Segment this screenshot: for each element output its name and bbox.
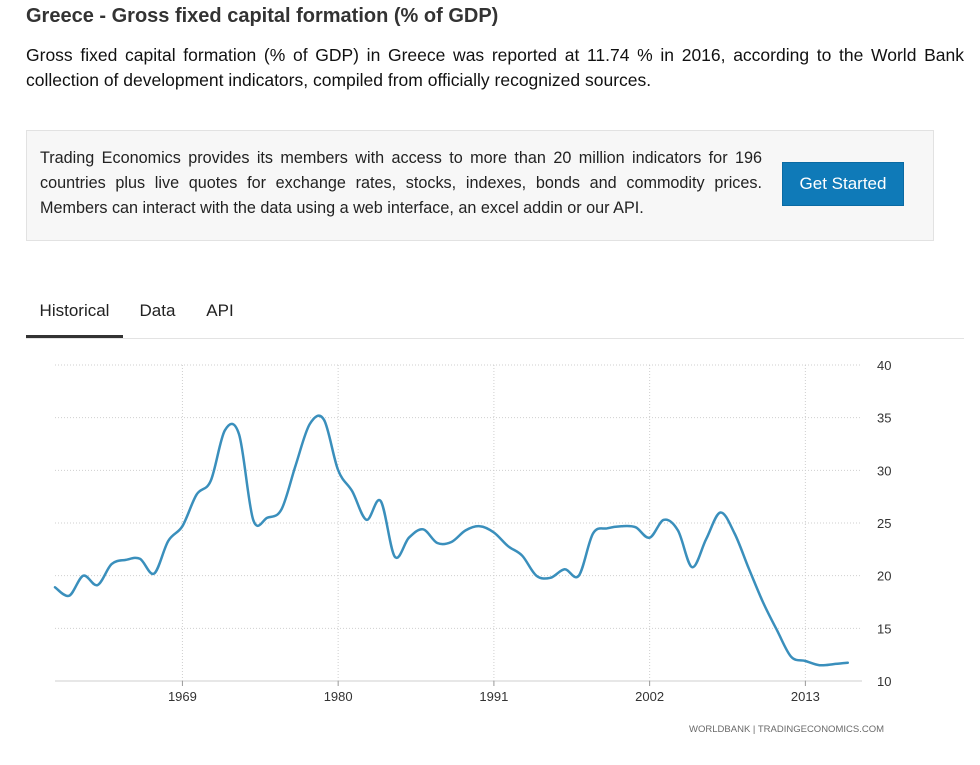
data-point-1973 [236,432,242,438]
data-point-1985 [406,535,412,541]
data-point-1995 [548,575,554,581]
data-point-2013 [802,658,808,664]
x-tick-label: 1980 [324,689,353,704]
x-axis-ticks: 1969 1980 1991 2002 2013 [168,689,820,704]
y-tick-label: 30 [877,463,891,478]
tab-historical[interactable]: Historical [26,288,123,338]
y-tick-label: 15 [877,621,891,636]
data-point-1978 [307,421,313,427]
x-tick-label: 1969 [168,689,197,704]
data-point-2014 [817,662,823,668]
y-tick-label: 35 [877,411,891,426]
data-point-2008 [732,531,738,537]
data-point-1998 [590,531,596,537]
get-started-button[interactable]: Get Started [782,162,904,206]
tab-data[interactable]: Data [139,301,176,320]
data-point-1980 [335,467,341,473]
data-point-1987 [434,540,440,546]
data-point-1988 [448,539,454,545]
tab-api[interactable]: API [206,301,234,320]
data-point-2004 [675,527,681,533]
data-point-1992 [505,543,511,549]
data-point-1976 [279,506,285,512]
data-point-1968 [165,538,171,544]
data-point-1999 [604,525,610,531]
data-point-2015 [831,661,837,667]
data-point-1975 [264,515,270,521]
data-point-1996 [562,566,568,572]
data-point-2016 [845,660,851,666]
data-point-2003 [661,517,667,523]
series-line [53,414,850,667]
data-point-1970 [194,492,200,498]
data-point-1990 [477,523,483,529]
data-point-1984 [392,554,398,560]
data-point-1982 [363,517,369,523]
promo-box: Trading Economics provides its members w… [26,130,934,241]
page-title: Greece - Gross fixed capital formation (… [26,5,499,27]
data-point-1989 [463,527,469,533]
data-point-1986 [420,526,426,532]
data-point-2005 [689,564,695,570]
data-point-1993 [519,553,525,559]
y-tick-label: 20 [877,569,891,584]
chart-tabs: Historical Data API [26,288,964,339]
data-point-2000 [618,523,624,529]
data-point-1960 [52,584,58,590]
chart-credit: WORLDBANK | TRADINGECONOMICS.COM [689,724,884,735]
data-point-2006 [703,536,709,542]
data-point-1961 [66,593,72,599]
x-tick-label: 2002 [635,689,664,704]
data-point-1962 [80,573,86,579]
data-point-1972 [222,427,228,433]
data-point-1997 [576,573,582,579]
data-point-1965 [123,557,129,563]
data-point-1979 [321,417,327,423]
data-point-2009 [746,565,752,571]
x-tick-label: 1991 [479,689,508,704]
data-point-2007 [717,509,723,515]
data-point-1974 [250,517,256,523]
page-description: Gross fixed capital formation (% of GDP)… [26,45,964,90]
data-point-2001 [632,524,638,530]
data-point-2011 [774,627,780,633]
data-point-2012 [788,654,794,660]
series-points [52,417,851,668]
y-tick-label: 25 [877,516,891,531]
data-point-1969 [179,523,185,529]
data-point-2010 [760,599,766,605]
data-point-1971 [208,478,214,484]
data-point-1963 [94,582,100,588]
data-point-2002 [647,535,653,541]
data-point-1967 [151,571,157,577]
y-tick-label: 40 [877,358,891,373]
x-tick-label: 2013 [791,689,820,704]
y-axis-ticks: 10 15 20 25 30 35 40 [877,358,891,689]
data-point-1964 [109,561,115,567]
data-point-1977 [293,462,299,468]
y-tick-label: 10 [877,674,891,689]
data-point-1991 [491,529,497,535]
promo-text: Trading Economics provides its members w… [40,149,762,217]
data-point-1981 [349,488,355,494]
data-point-1966 [137,556,143,562]
chart-gridlines [55,364,862,686]
data-point-1994 [533,573,539,579]
data-point-1983 [378,498,384,504]
